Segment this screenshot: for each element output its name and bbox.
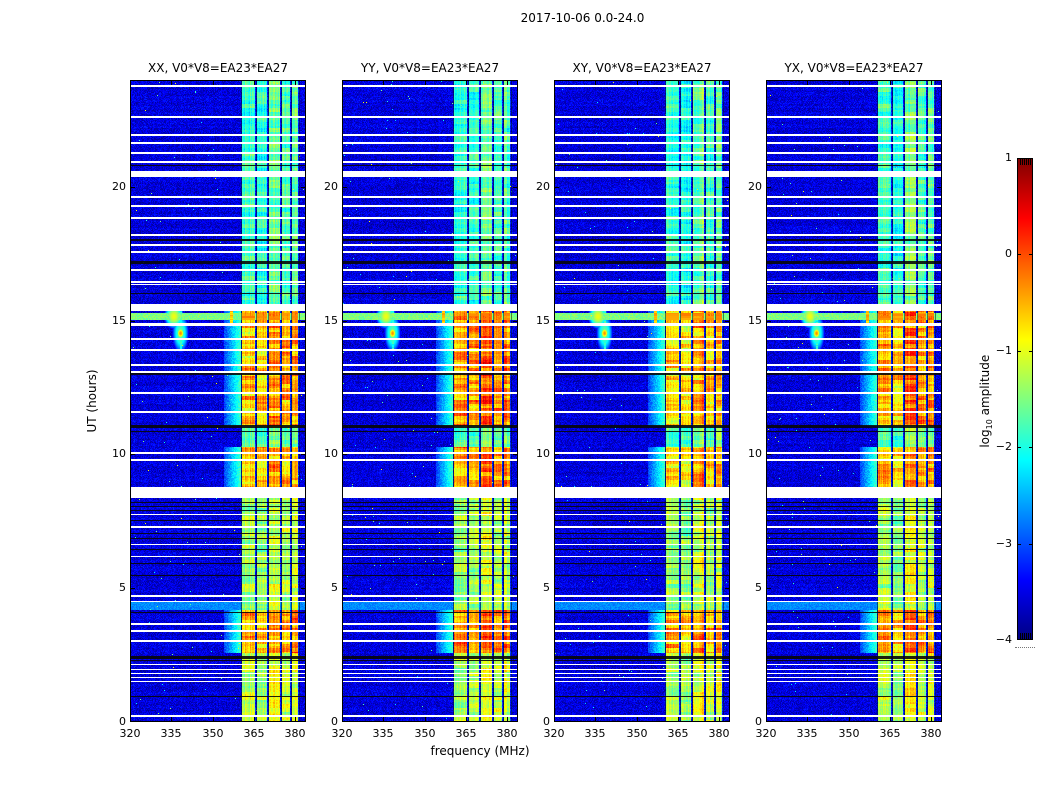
x-tick-label: 320 bbox=[331, 727, 353, 740]
colorbar-tick-label: 1 bbox=[1005, 151, 1012, 164]
y-tick-label: 10 bbox=[748, 447, 762, 460]
x-tick-label: 380 bbox=[496, 727, 518, 740]
colorbar-label-suffix: amplitude bbox=[977, 354, 992, 420]
x-tick-label: 365 bbox=[879, 727, 901, 740]
y-tick-label: 20 bbox=[748, 180, 762, 193]
x-tick-label: 380 bbox=[708, 727, 730, 740]
colorbar-tick-label: −4 bbox=[995, 633, 1012, 646]
x-tick-label: 335 bbox=[160, 727, 182, 740]
spectrogram-panel-xx bbox=[130, 80, 306, 722]
spectrogram-panel-yy bbox=[342, 80, 518, 722]
y-tick-label: 0 bbox=[755, 715, 762, 728]
panel-title: XX, V0*V8=EA23*EA27 bbox=[148, 61, 288, 75]
x-tick-label: 365 bbox=[455, 727, 477, 740]
y-tick-label: 20 bbox=[112, 180, 126, 193]
colorbar-tick-label: −3 bbox=[995, 537, 1012, 550]
y-tick-label: 15 bbox=[748, 314, 762, 327]
panel-title: XY, V0*V8=EA23*EA27 bbox=[572, 61, 712, 75]
y-tick-label: 5 bbox=[755, 581, 762, 594]
x-tick-label: 380 bbox=[920, 727, 942, 740]
colorbar-minor-dots bbox=[1015, 647, 1035, 648]
figure-title: 2017-10-06 0.0-24.0 bbox=[520, 11, 645, 25]
x-tick-label: 350 bbox=[838, 727, 860, 740]
y-tick-label: 5 bbox=[331, 581, 338, 594]
y-tick-label: 15 bbox=[324, 314, 338, 327]
y-tick-label: 15 bbox=[112, 314, 126, 327]
x-tick-label: 335 bbox=[796, 727, 818, 740]
x-tick-label: 380 bbox=[284, 727, 306, 740]
panel-title: YY, V0*V8=EA23*EA27 bbox=[360, 61, 500, 75]
colorbar-tick-label: −2 bbox=[995, 440, 1012, 453]
x-tick-label: 320 bbox=[543, 727, 565, 740]
spectrogram-panel-xy bbox=[554, 80, 730, 722]
spectrogram-panel-yx bbox=[766, 80, 942, 722]
colorbar-label-sub: 10 bbox=[985, 419, 995, 430]
x-tick-label: 320 bbox=[119, 727, 141, 740]
y-tick-label: 0 bbox=[331, 715, 338, 728]
y-tick-label: 0 bbox=[119, 715, 126, 728]
y-tick-label: 10 bbox=[536, 447, 550, 460]
x-tick-label: 350 bbox=[414, 727, 436, 740]
y-tick-label: 15 bbox=[536, 314, 550, 327]
colorbar bbox=[1017, 158, 1033, 640]
x-tick-label: 365 bbox=[243, 727, 265, 740]
y-tick-label: 20 bbox=[536, 180, 550, 193]
x-tick-label: 320 bbox=[755, 727, 777, 740]
x-tick-label: 350 bbox=[626, 727, 648, 740]
y-tick-label: 20 bbox=[324, 180, 338, 193]
y-tick-label: 10 bbox=[324, 447, 338, 460]
colorbar-tick-label: −1 bbox=[995, 344, 1012, 357]
y-tick-label: 0 bbox=[543, 715, 550, 728]
colorbar-tick-label: 0 bbox=[1005, 247, 1012, 260]
x-tick-label: 365 bbox=[667, 727, 689, 740]
y-tick-label: 5 bbox=[119, 581, 126, 594]
x-tick-label: 350 bbox=[202, 727, 224, 740]
x-tick-label: 335 bbox=[372, 727, 394, 740]
y-tick-label: 10 bbox=[112, 447, 126, 460]
panel-title: YX, V0*V8=EA23*EA27 bbox=[784, 61, 924, 75]
y-tick-label: 5 bbox=[543, 581, 550, 594]
x-axis-label: frequency (MHz) bbox=[430, 744, 530, 758]
x-tick-label: 335 bbox=[584, 727, 606, 740]
